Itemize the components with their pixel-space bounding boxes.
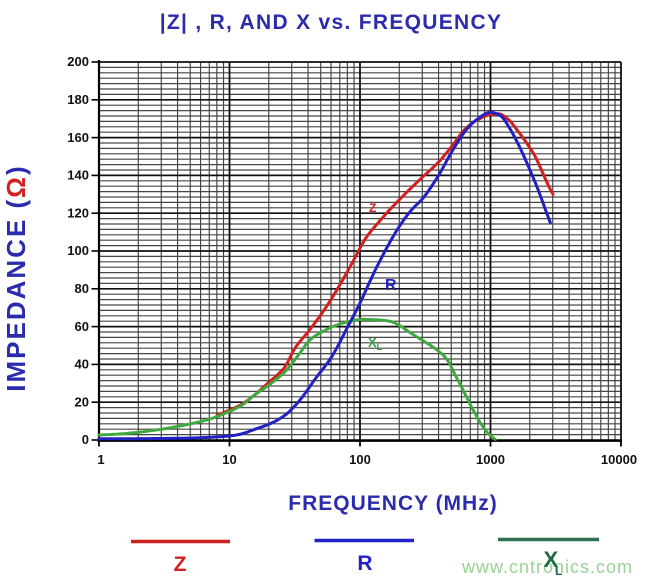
svg-text:140: 140	[67, 168, 89, 183]
svg-text:XL: XL	[543, 547, 562, 578]
svg-text:Z: Z	[174, 553, 187, 576]
svg-text:20: 20	[75, 394, 89, 409]
svg-text:R: R	[357, 552, 372, 575]
svg-text:100: 100	[67, 243, 89, 258]
svg-text:10: 10	[222, 452, 236, 467]
svg-text:80: 80	[75, 281, 89, 296]
svg-text:FREQUENCY (MHz): FREQUENCY (MHz)	[288, 492, 497, 515]
svg-text:120: 120	[67, 205, 89, 220]
svg-text:10000: 10000	[601, 452, 637, 467]
svg-text:|Z| , R, AND X vs. FREQUENCY: |Z| , R, AND X vs. FREQUENCY	[160, 11, 503, 34]
svg-text:60: 60	[75, 319, 89, 334]
svg-text:40: 40	[75, 357, 89, 372]
svg-text:1: 1	[97, 452, 104, 467]
svg-text:R: R	[385, 277, 397, 294]
svg-text:160: 160	[67, 130, 89, 145]
svg-text:180: 180	[67, 92, 89, 107]
svg-text:IMPEDANCE (Ω): IMPEDANCE (Ω)	[1, 164, 31, 391]
svg-text:200: 200	[67, 54, 89, 69]
svg-text:100: 100	[349, 452, 371, 467]
svg-text:Z: Z	[369, 201, 376, 215]
svg-text:1000: 1000	[476, 452, 505, 467]
svg-text:0: 0	[82, 432, 89, 447]
svg-text:www.cntronics.com: www.cntronics.com	[461, 557, 633, 577]
